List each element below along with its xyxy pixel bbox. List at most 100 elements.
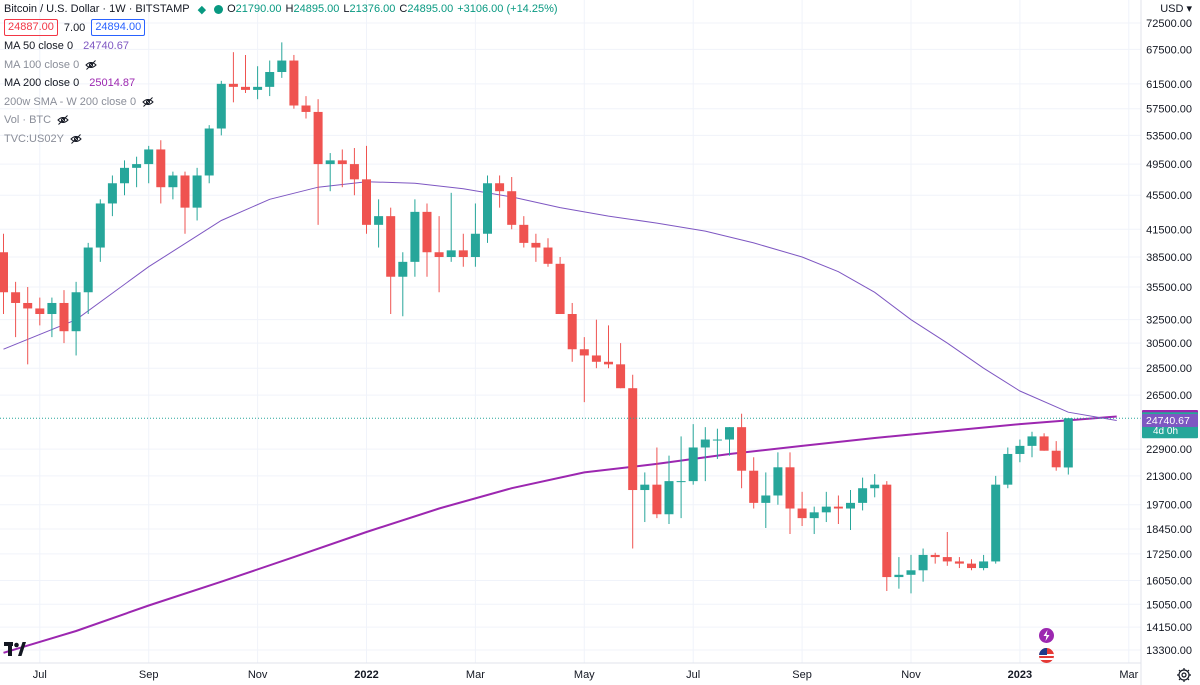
candle-body [773, 467, 783, 496]
candle-body [458, 250, 468, 258]
candle [35, 297, 45, 326]
candle [1003, 447, 1013, 489]
candle-body [120, 167, 129, 184]
candle [712, 428, 722, 459]
candle-body [156, 149, 166, 188]
y-tick-label: 22900.00 [1146, 444, 1192, 456]
indicator-200w-sma[interactable]: 200w SMA - W 200 close 0 [4, 93, 562, 112]
candle [362, 145, 371, 234]
candle-body [228, 83, 238, 87]
candle-body [846, 502, 855, 509]
settings-gear-icon[interactable] [1176, 667, 1192, 683]
candle [894, 557, 904, 589]
ma50-price-label-text: 24740.67 [1146, 415, 1190, 427]
candle-body [446, 250, 456, 258]
y-tick-label: 28500.00 [1146, 363, 1192, 375]
candle [761, 472, 771, 528]
candle-body [144, 149, 154, 165]
candle-body [410, 211, 420, 262]
ma50-price-label-bg [1142, 414, 1198, 428]
x-tick-label: May [574, 669, 595, 681]
candle-body [567, 314, 577, 350]
candle [688, 424, 698, 485]
candle-body [495, 183, 505, 192]
y-tick-label: 15050.00 [1146, 599, 1192, 611]
open-value: 21790.00 [235, 3, 282, 16]
ma200-series [3, 415, 1117, 654]
hidden-eye-icon[interactable] [57, 114, 69, 126]
indicator-us02y[interactable]: TVC:US02Y [4, 130, 562, 149]
y-tick-label: 21300.00 [1146, 471, 1192, 483]
candle-body [180, 175, 190, 208]
candle-body [483, 183, 492, 234]
time-axis[interactable]: Jul Sep Nov 2022 Mar May Jul Sep Nov 2023 Mar [0, 662, 1141, 681]
candle [156, 140, 166, 204]
indicator-ma100[interactable]: MA 100 close 0 [4, 56, 562, 75]
indicator-ma50[interactable]: MA 50 close 0 24740.67 [4, 37, 562, 56]
candle-body [337, 160, 347, 165]
candle-body [301, 105, 311, 112]
candle [531, 233, 541, 262]
indicator-ma200[interactable]: MA 200 close 0 25014.87 [4, 74, 562, 93]
indicator-value: 25014.87 [89, 77, 136, 90]
candle [870, 474, 880, 498]
candle [676, 436, 686, 519]
candle-body [241, 86, 250, 90]
candle-body [785, 467, 795, 509]
x-tick-label: 2023 [1008, 669, 1032, 681]
y-tick-label: 35500.00 [1146, 282, 1192, 294]
candle-body [616, 364, 626, 389]
sell-price-button[interactable]: 24887.00 [4, 19, 58, 37]
candle-body [374, 216, 384, 225]
candle-body [894, 574, 904, 578]
y-tick-label: 57500.00 [1146, 104, 1192, 116]
candle [640, 472, 650, 523]
candle [833, 495, 843, 525]
lightning-event-icon[interactable] [1039, 628, 1054, 643]
indicator-label: MA 200 close 0 [4, 77, 80, 90]
candle [168, 171, 178, 200]
candle-body [71, 292, 81, 332]
candle [700, 427, 710, 482]
candle [797, 491, 807, 526]
indicator-volume[interactable]: Vol · BTC [4, 111, 562, 130]
y-tick-label: 18450.00 [1146, 524, 1192, 536]
candle [337, 149, 347, 188]
favorite-icon[interactable]: ◆ [197, 3, 207, 16]
candle [23, 287, 33, 365]
candle-body [591, 355, 601, 362]
candle [132, 156, 142, 188]
candle [1015, 439, 1025, 463]
ma50-line [3, 181, 1117, 421]
candle [507, 177, 517, 230]
hidden-eye-icon[interactable] [70, 133, 82, 145]
candle [555, 257, 565, 315]
candle-body [688, 447, 698, 482]
candle [253, 66, 263, 100]
y-tick-label: 19700.00 [1146, 500, 1192, 512]
candle-body [83, 247, 93, 293]
candle-body [918, 554, 928, 571]
candle-body [253, 86, 263, 90]
candle-body [349, 164, 359, 180]
candle [906, 554, 916, 594]
candle-body [434, 252, 444, 258]
candle-body [906, 570, 916, 575]
candle-body [833, 506, 843, 509]
y-tick-label: 61500.00 [1146, 79, 1192, 91]
x-tick-label: Nov [901, 669, 921, 681]
price-axis[interactable]: 72500.00 67500.00 61500.00 57500.00 53500.00… [1140, 0, 1192, 685]
currency-selector[interactable]: USD ▾ [1160, 3, 1192, 15]
buy-price-button[interactable]: 24894.00 [91, 19, 146, 37]
hidden-eye-icon[interactable] [142, 96, 154, 108]
candle-body [519, 224, 529, 243]
y-tick-label: 16050.00 [1146, 576, 1192, 588]
candle-body [168, 175, 178, 188]
symbol-title[interactable]: Bitcoin / U.S. Dollar · 1W · BITSTAMP [4, 3, 190, 16]
tradingview-logo-icon[interactable] [4, 639, 26, 659]
candle-body [725, 427, 734, 440]
hidden-eye-icon[interactable] [85, 59, 97, 71]
us-flag-event-icon[interactable] [1039, 648, 1054, 663]
